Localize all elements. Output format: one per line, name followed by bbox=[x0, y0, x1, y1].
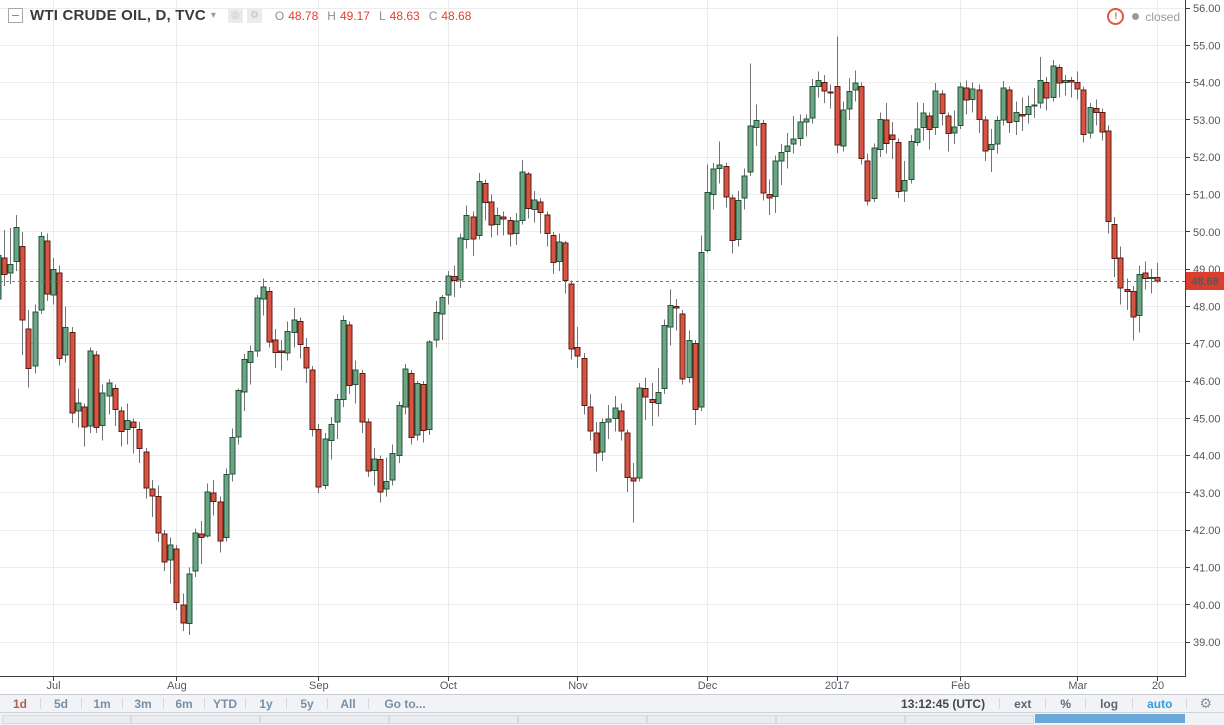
tool-button-percent[interactable]: % bbox=[1060, 696, 1072, 711]
scrollbar-thumb[interactable] bbox=[1035, 714, 1185, 723]
range-buttons: 1d 5d 1m 3m 6m YTD 1y 5y All Go to... bbox=[0, 697, 441, 711]
svg-text:Oct: Oct bbox=[440, 680, 457, 692]
time-axis-labels: Jul Aug Sep Oct Nov Dec 2017 Feb Mar 20 bbox=[46, 680, 1164, 692]
gear-icon[interactable]: ⚙ bbox=[1199, 695, 1212, 711]
symbol-legend: WTI CRUDE OIL, D, TVC ▾ ◎ ⚙ O 48.78 H 49.17… bbox=[8, 7, 471, 24]
scrollbar-segment bbox=[518, 715, 647, 724]
scrollbar-segment bbox=[905, 715, 1034, 724]
svg-text:Aug: Aug bbox=[167, 680, 187, 692]
range-button-5d[interactable]: 5d bbox=[53, 696, 68, 711]
svg-text:20: 20 bbox=[1152, 680, 1164, 692]
axes bbox=[0, 0, 1190, 681]
divider bbox=[122, 698, 123, 709]
status-text: closed bbox=[1145, 9, 1180, 24]
divider bbox=[286, 698, 287, 709]
price-axis-labels: 39.00 40.00 41.00 42.00 43.00 44.00 45.00 46.00… bbox=[1193, 3, 1221, 649]
range-button-goto[interactable]: Go to... bbox=[384, 696, 426, 711]
last-price-badge: 48.68 bbox=[1186, 272, 1224, 290]
svg-text:39.00: 39.00 bbox=[1193, 637, 1221, 649]
divider bbox=[327, 698, 328, 709]
svg-text:48.68: 48.68 bbox=[1191, 276, 1219, 288]
market-status: ! closed bbox=[1107, 8, 1180, 25]
ohlc-readout: O 48.78 H 49.17 L 48.63 C 48.68 bbox=[275, 9, 472, 23]
candlestick-chart[interactable]: 39.00 40.00 41.00 42.00 43.00 44.00 45.00 46.00… bbox=[0, 0, 1224, 694]
toolbar-right: 13:12:45 (UTC) ext% log auto ⚙ bbox=[887, 695, 1224, 712]
ohlc-value: 48.63 bbox=[389, 8, 420, 23]
ohlc-label: H bbox=[327, 8, 336, 23]
snapshot-icon[interactable]: ◎ bbox=[227, 8, 243, 23]
horizontal-scrollbar[interactable] bbox=[0, 713, 1224, 725]
svg-text:48.00: 48.00 bbox=[1193, 301, 1221, 313]
divider bbox=[1132, 698, 1134, 709]
divider bbox=[40, 698, 41, 709]
range-button-5y[interactable]: 5y bbox=[300, 696, 314, 711]
ohlc-label: C bbox=[428, 8, 438, 23]
svg-text:41.00: 41.00 bbox=[1193, 563, 1221, 575]
range-button-1y[interactable]: 1y bbox=[259, 696, 273, 711]
divider bbox=[81, 698, 82, 709]
svg-text:Dec: Dec bbox=[698, 680, 718, 692]
svg-text:52.00: 52.00 bbox=[1193, 152, 1221, 164]
svg-text:56.00: 56.00 bbox=[1193, 3, 1221, 15]
divider bbox=[204, 698, 205, 709]
svg-text:47.00: 47.00 bbox=[1193, 339, 1221, 351]
clock: 13:12:45 (UTC) bbox=[901, 696, 986, 711]
svg-text:44.00: 44.00 bbox=[1193, 451, 1221, 463]
divider bbox=[163, 698, 164, 709]
scrollbar-segment bbox=[389, 715, 518, 724]
candles bbox=[0, 36, 1161, 636]
svg-text:54.00: 54.00 bbox=[1193, 78, 1221, 90]
scrollbar-segment bbox=[260, 715, 389, 724]
divider bbox=[1085, 698, 1087, 709]
scrollbar-segment bbox=[2, 715, 131, 724]
ohlc-label: O bbox=[274, 8, 285, 23]
svg-text:55.00: 55.00 bbox=[1193, 40, 1221, 52]
range-button-1d[interactable]: 1d bbox=[12, 696, 27, 711]
bottom-toolbar: 1d 5d 1m 3m 6m YTD 1y 5y All Go to... 13:12:45 (U… bbox=[0, 694, 1224, 713]
svg-text:50.00: 50.00 bbox=[1193, 227, 1221, 239]
svg-text:42.00: 42.00 bbox=[1193, 525, 1221, 537]
svg-text:Nov: Nov bbox=[568, 680, 588, 692]
range-button-all[interactable]: All bbox=[340, 696, 356, 711]
range-button-6m[interactable]: 6m bbox=[175, 696, 193, 711]
svg-text:46.00: 46.00 bbox=[1193, 376, 1221, 388]
scrollbar-segment bbox=[776, 715, 905, 724]
divider bbox=[245, 698, 246, 709]
chevron-down-icon[interactable]: ▾ bbox=[210, 10, 216, 21]
grid bbox=[0, 0, 1185, 676]
tool-button-log[interactable]: log bbox=[1100, 696, 1119, 711]
svg-text:Mar: Mar bbox=[1068, 680, 1087, 692]
alert-icon: ! bbox=[1107, 8, 1125, 25]
svg-text:51.00: 51.00 bbox=[1193, 190, 1221, 202]
ohlc-value: 48.68 bbox=[441, 8, 472, 23]
tool-button-auto[interactable]: auto bbox=[1147, 696, 1173, 711]
divider bbox=[1186, 698, 1188, 709]
divider bbox=[999, 698, 1001, 709]
scrollbar-segment bbox=[647, 715, 776, 724]
range-button-1m[interactable]: 1m bbox=[93, 696, 111, 711]
scrollbar-segment bbox=[131, 715, 260, 724]
symbol-title[interactable]: WTI CRUDE OIL, D, TVC bbox=[30, 7, 206, 24]
ohlc-label: L bbox=[378, 8, 386, 23]
svg-text:45.00: 45.00 bbox=[1193, 413, 1221, 425]
range-button-3m[interactable]: 3m bbox=[134, 696, 152, 711]
collapse-panel-icon[interactable] bbox=[8, 8, 23, 23]
svg-text:2017: 2017 bbox=[825, 680, 849, 692]
ohlc-value: 48.78 bbox=[288, 8, 319, 23]
range-button-ytd[interactable]: YTD bbox=[213, 696, 237, 711]
svg-text:53.00: 53.00 bbox=[1193, 115, 1221, 127]
svg-text:Jul: Jul bbox=[46, 680, 60, 692]
divider bbox=[368, 698, 369, 709]
svg-text:43.00: 43.00 bbox=[1193, 488, 1221, 500]
settings-icon[interactable]: ⚙ bbox=[246, 8, 262, 23]
status-dot-icon bbox=[1132, 13, 1140, 20]
svg-text:Sep: Sep bbox=[309, 680, 329, 692]
ohlc-value: 49.17 bbox=[339, 8, 370, 23]
svg-text:40.00: 40.00 bbox=[1193, 600, 1221, 612]
tool-button-ext[interactable]: ext bbox=[1014, 696, 1032, 711]
svg-text:Feb: Feb bbox=[951, 680, 970, 692]
divider bbox=[1045, 698, 1047, 709]
